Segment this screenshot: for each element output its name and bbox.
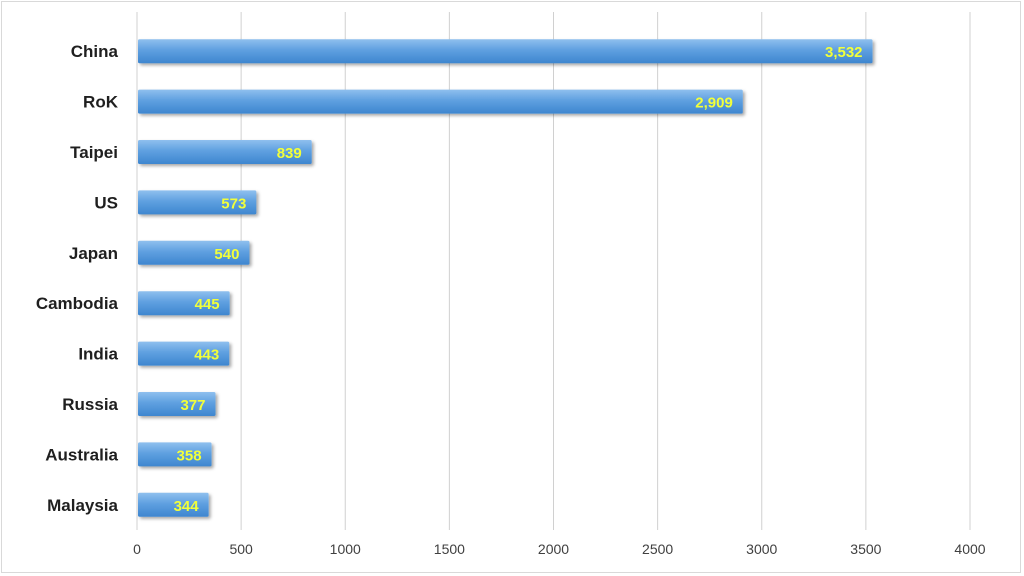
data-label: 540 <box>214 246 239 263</box>
bars <box>138 39 873 517</box>
data-label: 839 <box>277 145 302 162</box>
category-label: Australia <box>45 445 118 464</box>
category-label: India <box>78 345 118 364</box>
bar-china <box>138 39 873 64</box>
value-axis-tick-labels: 0 500 1000 1500 2000 2500 3000 3500 4000 <box>133 541 986 557</box>
category-label: Malaysia <box>47 496 118 515</box>
bar-us <box>138 190 257 215</box>
category-label: Cambodia <box>36 294 119 313</box>
bar-russia <box>138 392 216 416</box>
x-tick-label: 3000 <box>746 541 777 557</box>
x-tick-label: 1000 <box>330 541 361 557</box>
data-label: 377 <box>180 397 205 414</box>
category-label: Japan <box>69 244 118 263</box>
bar-australia <box>138 442 212 467</box>
bar-malaysia <box>138 492 209 517</box>
bar-japan <box>138 240 250 265</box>
bar-rok <box>138 89 743 114</box>
data-label: 3,532 <box>825 44 863 61</box>
data-label: 2,909 <box>695 95 733 112</box>
data-labels: 3,532 2,909 839 573 540 445 443 377 358 344 <box>174 44 863 515</box>
category-label: Russia <box>62 395 118 414</box>
data-label: 358 <box>177 447 202 464</box>
x-tick-label: 4000 <box>954 541 985 557</box>
x-tick-label: 0 <box>133 541 141 557</box>
category-label: Taipei <box>70 143 118 162</box>
x-tick-label: 1500 <box>434 541 465 557</box>
bar-taipei <box>138 140 312 164</box>
category-label: US <box>94 193 118 212</box>
x-tick-label: 500 <box>229 541 253 557</box>
x-tick-label: 3500 <box>850 541 881 557</box>
bar-cambodia <box>138 291 230 316</box>
category-axis-labels: China RoK Taipei US Japan Cambodia India Russia… <box>36 42 119 515</box>
category-label: China <box>71 42 119 61</box>
data-label: 445 <box>195 296 220 313</box>
data-label: 344 <box>174 498 200 515</box>
data-label: 573 <box>221 195 246 212</box>
x-tick-label: 2500 <box>642 541 673 557</box>
x-tick-label: 2000 <box>538 541 569 557</box>
bar-india <box>138 341 230 366</box>
category-label: RoK <box>83 93 119 112</box>
data-label: 443 <box>194 347 219 364</box>
